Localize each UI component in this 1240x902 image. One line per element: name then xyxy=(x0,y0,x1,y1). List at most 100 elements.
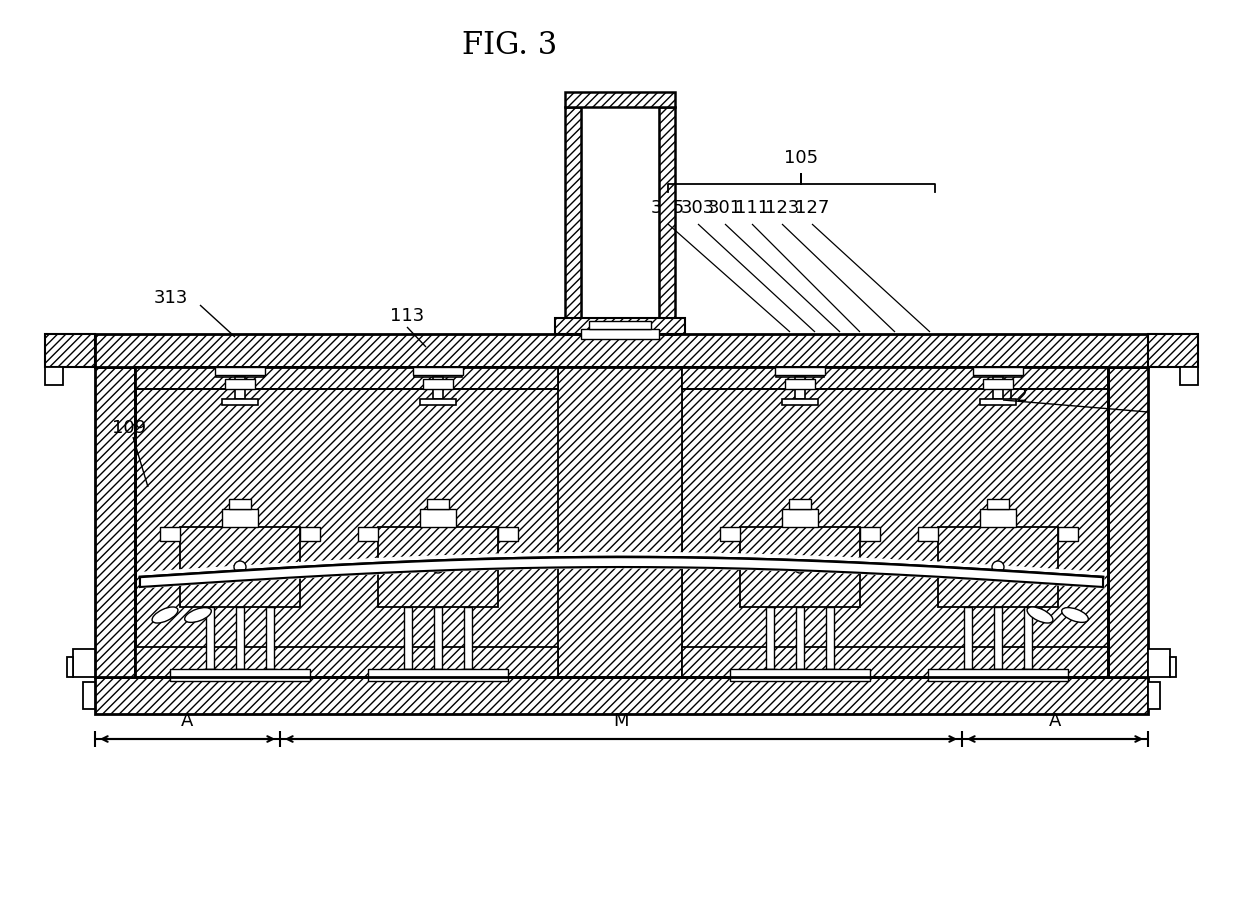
Bar xyxy=(980,400,1016,406)
Bar xyxy=(180,528,300,607)
Text: 127: 127 xyxy=(795,198,830,216)
Bar xyxy=(740,528,861,607)
Bar xyxy=(67,658,73,677)
Bar xyxy=(983,380,1013,390)
Bar xyxy=(861,528,880,541)
Text: 123: 123 xyxy=(765,198,800,216)
Bar xyxy=(991,669,1004,676)
Bar xyxy=(95,335,1148,368)
Text: 105: 105 xyxy=(784,149,818,167)
Bar xyxy=(95,677,1148,714)
Bar xyxy=(1148,682,1159,709)
Bar xyxy=(1116,667,1146,677)
Bar xyxy=(215,368,265,375)
Bar xyxy=(170,669,310,681)
Bar xyxy=(1148,649,1171,677)
Bar xyxy=(826,607,835,669)
Circle shape xyxy=(794,561,806,574)
Text: M: M xyxy=(614,711,629,729)
Bar xyxy=(267,607,274,669)
Bar xyxy=(782,510,818,528)
Bar xyxy=(973,368,1023,375)
Bar xyxy=(776,368,825,378)
Bar xyxy=(97,667,126,677)
Bar xyxy=(432,669,445,676)
Bar xyxy=(378,528,498,607)
Bar xyxy=(1021,669,1035,676)
Text: 301: 301 xyxy=(708,198,742,216)
Text: A: A xyxy=(1049,711,1061,729)
Bar xyxy=(582,329,658,340)
Text: 313: 313 xyxy=(154,289,188,307)
Bar xyxy=(222,400,258,406)
Bar xyxy=(763,669,777,676)
Bar xyxy=(961,669,975,676)
Bar xyxy=(658,108,675,335)
Circle shape xyxy=(992,561,1004,574)
Bar xyxy=(45,335,95,368)
Bar xyxy=(1024,607,1032,669)
Bar xyxy=(414,368,463,378)
Text: A: A xyxy=(181,711,193,729)
Bar xyxy=(1109,368,1148,677)
Bar xyxy=(427,500,449,510)
Bar xyxy=(95,368,135,677)
Text: 113: 113 xyxy=(389,307,424,325)
Bar xyxy=(433,378,443,400)
Bar xyxy=(993,378,1003,400)
Ellipse shape xyxy=(185,608,211,622)
Bar xyxy=(1180,368,1198,385)
Bar xyxy=(203,669,217,676)
Bar xyxy=(222,510,258,528)
Bar xyxy=(918,528,937,541)
Bar xyxy=(796,607,804,669)
Bar xyxy=(556,318,684,335)
Text: 111: 111 xyxy=(735,198,769,216)
Bar xyxy=(464,607,472,669)
Circle shape xyxy=(432,561,444,574)
Bar xyxy=(928,669,1068,681)
Bar xyxy=(775,368,825,375)
Text: 12: 12 xyxy=(1004,387,1028,405)
Ellipse shape xyxy=(1061,608,1089,622)
Bar xyxy=(720,528,740,541)
Bar xyxy=(216,368,264,378)
Bar xyxy=(135,648,558,677)
Bar xyxy=(206,607,215,669)
Ellipse shape xyxy=(153,607,177,623)
Bar xyxy=(789,500,811,510)
Text: 303: 303 xyxy=(681,198,715,216)
Bar xyxy=(766,607,774,669)
Text: 305: 305 xyxy=(651,198,686,216)
Bar xyxy=(682,648,1109,677)
Circle shape xyxy=(234,561,246,574)
Bar xyxy=(498,528,518,541)
Bar xyxy=(135,368,558,648)
Bar xyxy=(589,322,651,329)
Bar xyxy=(423,380,453,390)
Bar xyxy=(45,368,63,385)
Bar xyxy=(987,500,1009,510)
Bar xyxy=(404,607,412,669)
Bar xyxy=(963,607,972,669)
Text: 109: 109 xyxy=(112,419,146,437)
Bar xyxy=(401,669,415,676)
Bar xyxy=(937,528,1058,607)
Bar xyxy=(1171,658,1176,677)
Bar xyxy=(368,669,508,681)
Bar xyxy=(795,378,805,400)
Bar xyxy=(682,368,1109,390)
Bar xyxy=(782,400,818,406)
Bar xyxy=(565,108,582,335)
Bar xyxy=(300,528,320,541)
Bar xyxy=(682,368,1109,648)
Bar xyxy=(236,378,246,400)
Bar xyxy=(224,380,255,390)
Bar xyxy=(730,669,870,681)
Bar xyxy=(358,528,378,541)
Bar xyxy=(413,368,463,375)
Bar xyxy=(263,669,277,676)
Bar xyxy=(823,669,837,676)
Bar xyxy=(236,607,244,669)
Bar xyxy=(994,607,1002,669)
